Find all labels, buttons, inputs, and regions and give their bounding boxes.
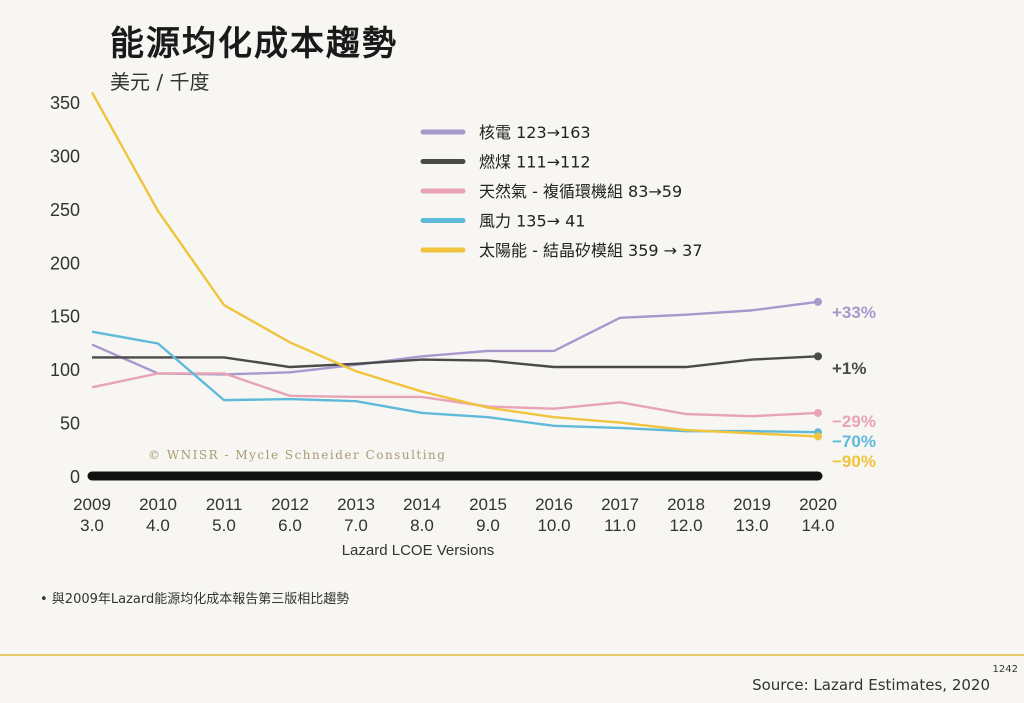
x-tick-version: 7.0 [344,516,368,535]
series-end-point [814,408,822,417]
series-end-point [814,352,822,361]
x-tick-version: 10.0 [537,516,570,535]
series-line [92,355,819,369]
x-tick-year: 2018 [667,495,705,514]
series-lines: +33% +1% −29%−70%−90% [90,91,876,471]
series-change-label: +1% [832,359,867,378]
x-axis: 2009 3.0 2010 4.0 2011 5.0 2012 6.0 2013 7.0 2014 8… [73,495,837,535]
legend-label: 太陽能 - 結晶矽模組 359 → 37 [479,241,703,260]
x-tick-version: 5.0 [212,516,236,535]
footnote: • 與2009年Lazard能源均化成本報告第三版相比趨勢 [40,592,350,607]
x-tick-version: 4.0 [146,516,170,535]
x-tick-year: 2013 [337,495,375,514]
lcoe-line-chart: 0 50 100 150 200 250 300 350 2009 3.0 2010 4.0 2011… [50,91,876,559]
y-tick-label: 200 [50,253,80,273]
legend-label: 天然氣 - 複循環機組 83→59 [479,182,682,201]
legend-label: 核電 123→163 [479,123,591,142]
series-change-label: −90% [832,452,876,471]
chart-unit-label: 美元 / 千度 [110,70,210,94]
chart-title: 能源均化成本趨勢 [110,24,398,64]
y-tick-label: 300 [50,146,80,166]
watermark: © WNISR - Mycle Schneider Consulting [148,448,447,462]
series-line [91,330,819,434]
y-tick-label: 150 [50,307,80,327]
series-change-label: −70% [832,432,876,451]
x-tick-year: 2019 [733,495,771,514]
x-tick-year: 2014 [403,495,441,514]
x-tick-version: 14.0 [801,516,834,535]
y-tick-label: 100 [50,360,80,380]
x-tick-year: 2020 [799,495,837,514]
x-tick-version: 8.0 [410,516,434,535]
series-line [91,372,819,418]
x-tick-version: 6.0 [278,516,302,535]
series-line [90,91,819,438]
y-tick-label: 350 [50,93,80,113]
x-tick-version: 9.0 [476,516,500,535]
series-end-point [814,432,822,441]
x-tick-version: 3.0 [80,516,104,535]
x-tick-year: 2016 [535,495,573,514]
x-tick-version: 13.0 [735,516,768,535]
legend-label: 風力 135→ 41 [479,212,585,231]
source-note: Source: Lazard Estimates, 2020 [752,676,990,694]
legend-label: 燃煤 111→112 [479,153,591,172]
x-tick-year: 2011 [206,495,243,514]
x-tick-year: 2009 [73,495,111,514]
y-axis: 0 50 100 150 200 250 300 350 [50,93,823,487]
x-tick-year: 2010 [139,495,177,514]
x-tick-year: 2017 [601,495,639,514]
y-tick-label: 50 [60,414,80,434]
series-change-label: −29% [832,412,876,431]
y-tick-label: 250 [50,200,80,220]
footer-divider [0,654,1024,656]
series-end-point [814,297,822,306]
x-tick-version: 11.0 [604,516,636,535]
x-tick-year: 2012 [271,495,309,514]
x-tick-version: 12.0 [669,516,702,535]
series-change-label: +33% [832,303,876,322]
x-tick-year: 2015 [469,495,507,514]
legend: 核電 123→163 燃煤 111→112 天然氣 - 複循環機組 83→59 風力 … [420,123,703,260]
y-tick-label: 0 [70,467,80,487]
page-number: 1242 [992,664,1018,675]
x-axis-title: Lazard LCOE Versions [342,542,495,559]
